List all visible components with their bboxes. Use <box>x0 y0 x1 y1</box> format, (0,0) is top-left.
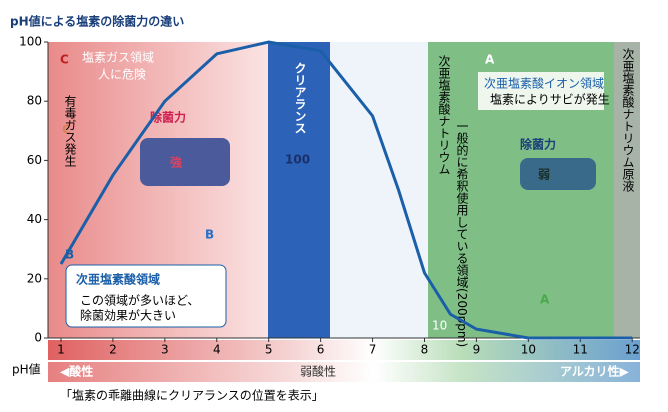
annotation: クリアランス <box>293 62 307 134</box>
annotation: 次亜塩素酸イオン領域 <box>484 76 604 91</box>
annotation: 弱 <box>538 167 550 182</box>
y-tick-label: 80 <box>27 94 42 108</box>
x-tick-label: 11 <box>573 343 588 357</box>
zone-label: ◀酸性 <box>60 364 93 379</box>
x-tick-label: 8 <box>421 343 429 357</box>
annotation: 有毒ガス発生 <box>63 95 77 167</box>
fist-icon <box>140 138 230 186</box>
x-tick-label: 2 <box>109 343 117 357</box>
x-tick-label: 6 <box>317 343 325 357</box>
annotation: 次亜塩素酸領域 <box>76 272 160 287</box>
annotation: 10 <box>432 319 447 333</box>
annotation: 100 <box>285 153 310 167</box>
y-tick-label: 60 <box>27 153 42 167</box>
annotation: B <box>205 228 214 242</box>
x-tick-label: 12 <box>625 343 640 357</box>
chart: pH値による塩素の除菌力の違い pH値 ◀酸性 弱酸性 アルカリ性▶ C 塩素ガ… <box>0 0 668 408</box>
annotation: 次亜塩素酸ナトリウム <box>437 55 451 175</box>
annotation: この領域が多いほど、 <box>80 293 199 308</box>
title: pH値による塩素の除菌力の違い <box>10 14 184 29</box>
annotation: 人に危険 <box>98 68 146 82</box>
annotation: A <box>485 53 495 67</box>
page: pH値による塩素の除菌力の違い pH値 ◀酸性 弱酸性 アルカリ性▶ C 塩素ガ… <box>0 0 668 408</box>
y-tick-label: 100 <box>19 35 42 49</box>
x-tick-label: 3 <box>161 343 169 357</box>
y-tick-label: 0 <box>34 331 42 345</box>
annotation: 塩素ガス領域 <box>82 50 154 65</box>
x-tick-label: 5 <box>265 343 273 357</box>
x-tick-label: 10 <box>521 343 536 357</box>
fist-icon <box>520 158 596 190</box>
y-tick-label: 40 <box>27 212 42 226</box>
annotation: C <box>60 53 69 67</box>
x-tick-label: 9 <box>473 343 481 357</box>
annotation: 除菌力 <box>520 137 556 152</box>
ph-strip <box>48 340 640 360</box>
annotation: 塩素によりサビが発生 <box>490 92 610 107</box>
annotation: 一般的に希釈使用している領域(200ppm) <box>455 120 469 347</box>
x-tick-label: 1 <box>57 343 65 357</box>
annotation: 強 <box>170 155 182 170</box>
x-label: pH値 <box>12 362 41 377</box>
x-tick-label: 7 <box>369 343 377 357</box>
zone-strip <box>48 362 640 382</box>
annotation: 次亜塩素酸ナトリウム原液 <box>621 48 635 192</box>
annotation: 除菌効果が大きい <box>80 308 176 323</box>
caption: 「塩素の乖離曲線にクリアランスの位置を表示」 <box>60 388 324 403</box>
y-tick-label: 20 <box>27 271 42 285</box>
zone-label: アルカリ性▶ <box>560 364 630 379</box>
annotation: A <box>540 293 550 307</box>
zone-label: 弱酸性 <box>300 364 336 379</box>
x-tick-label: 4 <box>213 343 221 357</box>
